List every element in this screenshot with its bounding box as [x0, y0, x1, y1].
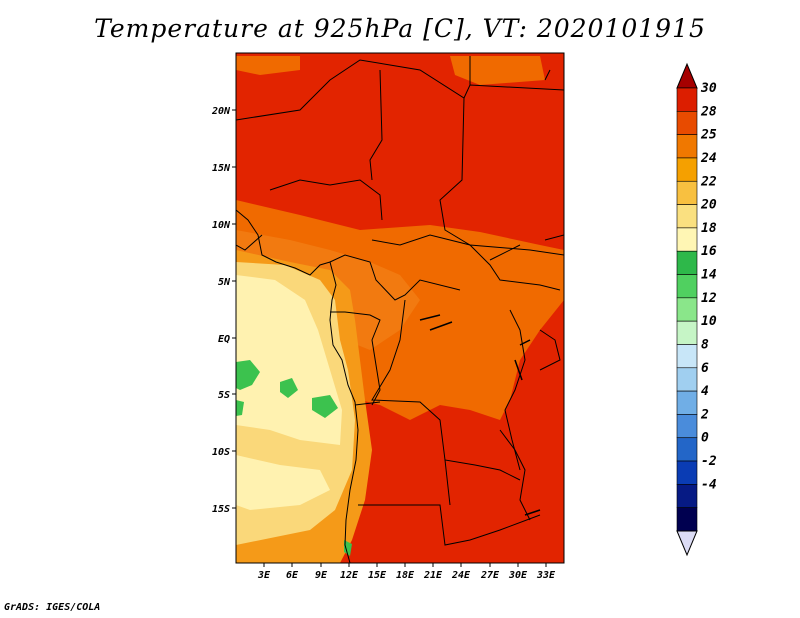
- border-16: [489, 234, 564, 261]
- green-spot-5: [344, 540, 352, 556]
- lon-label: 6E: [286, 570, 299, 581]
- colorbar-level-label: 18: [701, 221, 717, 236]
- lat-ticks: [232, 109, 236, 509]
- colorbar-level-label: 24: [700, 151, 717, 166]
- colorbar-level-label: 0: [701, 431, 709, 446]
- lat-label: 15S: [212, 504, 230, 515]
- colorbar-level-label: 16: [701, 244, 717, 259]
- colorbar-level-label: 4: [701, 384, 709, 399]
- lon-label: 3E: [257, 570, 271, 581]
- colorbar-swatch: [676, 390, 698, 415]
- green-spot-1: [236, 360, 260, 390]
- colorbar-swatch: [676, 157, 698, 182]
- lat-label: 5S: [218, 390, 230, 401]
- colorbar-swatch: [676, 460, 698, 485]
- lon-label: 18E: [396, 570, 415, 581]
- border-2: [269, 179, 383, 221]
- colorbar-swatch: [676, 414, 698, 439]
- lat-label: 5N: [218, 277, 231, 288]
- lat-label: 20N: [211, 106, 231, 117]
- border-9: [354, 401, 381, 406]
- colorbar-level-label: 20: [700, 198, 717, 213]
- colorbar-level-label: 12: [701, 291, 717, 306]
- lakes: [419, 314, 541, 516]
- credit-label: GrADS: IGES/COLA: [4, 602, 101, 613]
- colorbar-swatch: [676, 297, 698, 322]
- lat-labels: 20N 15N 10N 5N EQ 5S 10S 15S: [211, 106, 231, 515]
- border-3: [369, 69, 383, 181]
- colorbar-level-label: 14: [701, 268, 717, 283]
- border-6: [329, 254, 461, 301]
- lat-label: 10N: [212, 220, 231, 231]
- border-1: [236, 59, 564, 121]
- border-12: [504, 309, 526, 471]
- border-13: [539, 329, 561, 371]
- colorbar-level-label: -4: [701, 477, 717, 492]
- colorbar-swatch: [676, 344, 698, 369]
- border-14: [236, 234, 263, 251]
- colorbar-swatch: [676, 274, 698, 299]
- border-8: [371, 299, 521, 481]
- colorbar-swatch: [676, 227, 698, 252]
- border-5: [371, 234, 561, 291]
- border-4: [439, 97, 564, 256]
- coastline: [236, 209, 359, 563]
- border-11: [444, 459, 451, 506]
- border-15: [469, 56, 551, 85]
- colorbar-level-label: 6: [701, 361, 709, 376]
- colorbar-swatch: [676, 134, 698, 159]
- colorbar-swatch: [676, 507, 698, 532]
- lat-label: EQ: [218, 334, 230, 345]
- colorbar-level-label: -2: [701, 454, 717, 469]
- colorbar-level-label: 22: [700, 174, 717, 189]
- colorbar-bottom-arrow: [676, 530, 698, 557]
- map-borders: [236, 56, 564, 563]
- temperature-field: [236, 53, 564, 563]
- lon-label: 33E: [536, 570, 556, 581]
- colorbar-level-label: 28: [700, 104, 717, 119]
- colorbar-level-label: 10: [701, 314, 717, 329]
- green-spot-3: [280, 378, 298, 398]
- orange-ne: [450, 56, 545, 85]
- lon-label: 15E: [368, 570, 387, 581]
- orange-region-north: [236, 56, 300, 75]
- green-spot-4: [312, 395, 338, 418]
- lon-labels: 3E 6E 9E 12E 15E 18E 21E 24E 27E 30E 33E: [257, 570, 556, 581]
- lon-label: 9E: [315, 570, 328, 581]
- lake-1: [499, 429, 531, 521]
- colorbar-swatch: [676, 250, 698, 275]
- map-title: Temperature at 925hPa [C], VT: 202010191…: [94, 14, 706, 43]
- colorbar-level-label: 30: [700, 81, 717, 96]
- colorbar-level-label: 8: [701, 337, 709, 352]
- colorbar-top-arrow: [676, 62, 698, 89]
- colorbar-swatch: [676, 320, 698, 345]
- lat-label: 15N: [212, 163, 231, 174]
- colorbar-level-label: 25: [700, 128, 717, 143]
- green-spot-2: [236, 400, 244, 416]
- colorbar-swatch: [676, 180, 698, 205]
- lon-label: 21E: [423, 570, 443, 581]
- colorbar-swatch: [676, 437, 698, 462]
- lon-label: 30E: [508, 570, 528, 581]
- lon-ticks: [263, 563, 547, 567]
- lon-label: 12E: [340, 570, 359, 581]
- lat-label: 10S: [212, 447, 230, 458]
- map-frame: [235, 52, 565, 564]
- colorbar-level-label: 2: [700, 407, 709, 422]
- border-10: [358, 504, 541, 546]
- lon-label: 27E: [480, 570, 500, 581]
- colorbar-swatch: [676, 111, 698, 135]
- lon-label: 24E: [451, 570, 471, 581]
- border-7: [330, 311, 381, 406]
- colorbar-swatch: [676, 87, 698, 112]
- colorbar-swatch: [676, 367, 698, 392]
- pale-region-2: [236, 455, 330, 510]
- colorbar-swatch: [676, 484, 698, 508]
- colorbar-swatch: [676, 204, 698, 229]
